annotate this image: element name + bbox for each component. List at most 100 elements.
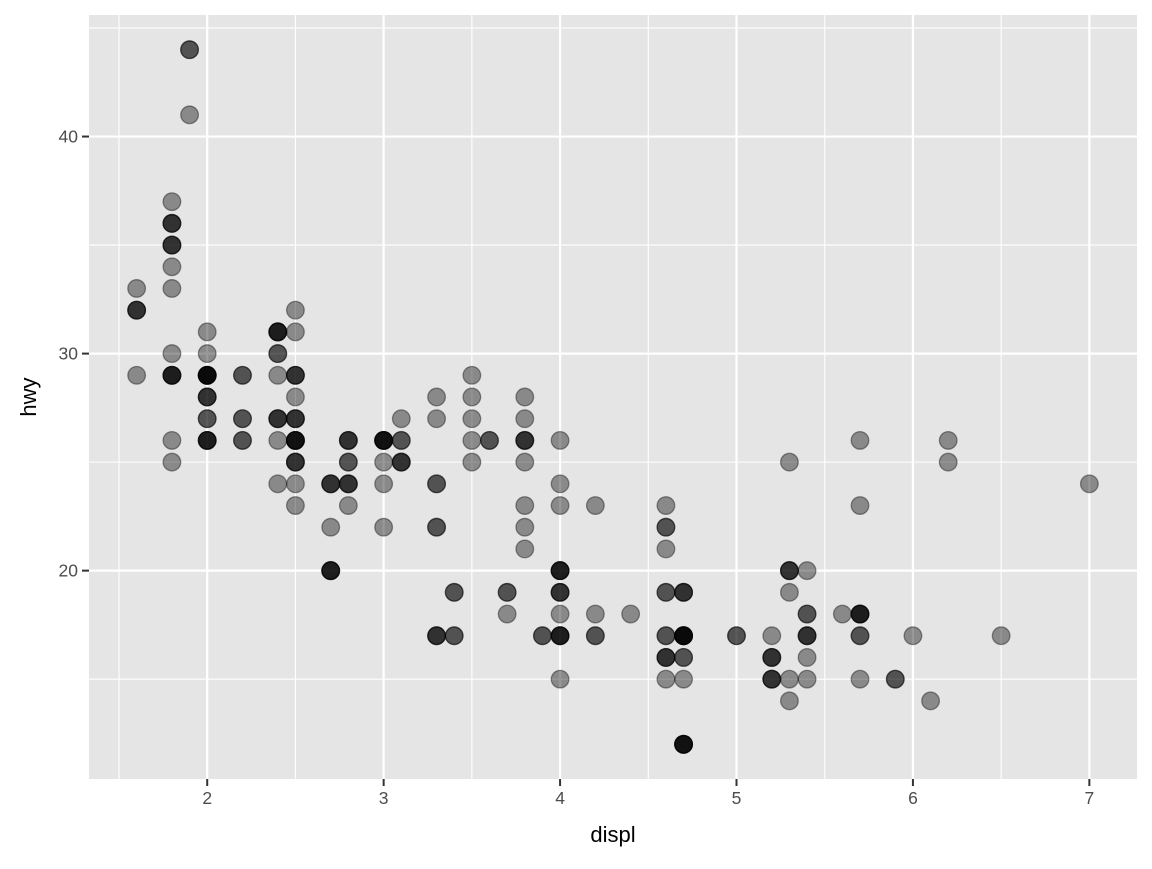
data-point	[497, 582, 517, 602]
data-point	[727, 626, 746, 646]
data-point	[162, 279, 182, 298]
data-point	[462, 365, 482, 385]
data-point	[374, 430, 394, 450]
data-point	[515, 539, 535, 559]
data-point	[850, 604, 870, 624]
data-point	[391, 452, 411, 472]
y-tick-label: 20	[59, 561, 79, 581]
data-point	[480, 430, 499, 450]
data-point	[497, 604, 517, 624]
data-point	[162, 452, 182, 472]
data-point	[285, 430, 305, 450]
data-point	[656, 539, 676, 559]
data-point	[197, 409, 217, 429]
x-tick-label: 3	[379, 788, 389, 808]
data-point	[550, 561, 570, 581]
data-point	[674, 582, 694, 602]
data-point	[338, 430, 358, 450]
data-point	[285, 365, 305, 385]
x-axis-title: displ	[590, 822, 635, 847]
data-point	[797, 561, 817, 581]
x-tick-label: 7	[1084, 788, 1094, 808]
data-point	[515, 409, 535, 429]
data-point	[585, 604, 605, 624]
data-point	[285, 474, 305, 494]
data-point	[991, 626, 1011, 646]
data-point	[779, 582, 799, 602]
data-point	[268, 365, 288, 385]
data-point	[674, 669, 694, 689]
data-point	[233, 409, 252, 429]
data-point	[268, 344, 288, 364]
data-point	[197, 365, 217, 385]
data-point	[338, 474, 358, 494]
data-point	[674, 626, 694, 646]
data-point	[268, 322, 288, 342]
data-point	[338, 474, 358, 494]
data-point	[515, 496, 535, 515]
data-point	[162, 430, 182, 450]
data-point	[338, 496, 358, 515]
data-point	[762, 648, 782, 667]
data-point	[268, 409, 288, 429]
data-point	[285, 452, 305, 472]
data-point	[391, 452, 411, 472]
data-point	[550, 496, 570, 515]
data-point	[162, 365, 182, 385]
data-point	[162, 213, 182, 233]
data-point	[550, 582, 570, 602]
data-point	[850, 626, 870, 646]
data-point	[550, 430, 570, 450]
data-point	[285, 365, 305, 385]
data-point	[762, 669, 782, 689]
data-point	[585, 496, 605, 515]
data-point	[550, 626, 570, 646]
data-point	[585, 626, 605, 646]
data-point	[197, 387, 217, 407]
data-point	[285, 322, 305, 342]
data-point	[797, 669, 817, 689]
data-point	[197, 430, 217, 450]
data-point	[374, 430, 394, 450]
data-point	[532, 626, 552, 646]
data-point	[656, 626, 676, 646]
data-point	[233, 365, 252, 385]
grid-lines	[89, 15, 1137, 779]
data-point	[550, 604, 570, 624]
data-point	[674, 734, 694, 754]
data-point	[321, 474, 341, 494]
data-point	[674, 582, 694, 602]
data-point	[285, 409, 305, 429]
data-point	[656, 582, 676, 602]
data-point	[674, 626, 694, 646]
data-point	[515, 430, 535, 450]
data-point	[674, 734, 694, 754]
data-point	[427, 387, 447, 407]
data-point	[321, 474, 341, 494]
data-point	[921, 691, 941, 711]
data-point	[197, 365, 217, 385]
data-point	[197, 430, 217, 450]
data-point	[797, 626, 817, 646]
data-point	[762, 648, 782, 667]
data-point	[321, 561, 341, 581]
data-point	[462, 409, 482, 429]
x-tick-label: 2	[202, 788, 212, 808]
data-point	[462, 452, 482, 472]
x-tick-label: 5	[732, 788, 742, 808]
data-point	[233, 430, 252, 450]
data-point	[674, 582, 694, 602]
data-point	[727, 626, 746, 646]
data-point	[938, 452, 958, 472]
data-point	[656, 648, 676, 667]
data-point	[197, 387, 217, 407]
data-point	[180, 40, 200, 60]
data-point	[162, 365, 182, 385]
data-point	[233, 409, 252, 429]
x-tick-label: 6	[908, 788, 918, 808]
data-point	[162, 344, 182, 364]
data-point	[268, 322, 288, 342]
data-point	[515, 517, 535, 537]
data-point	[674, 626, 694, 646]
